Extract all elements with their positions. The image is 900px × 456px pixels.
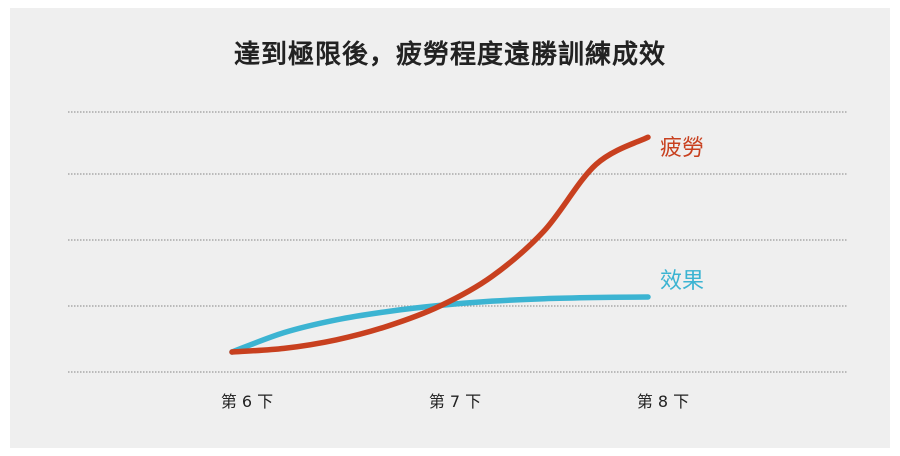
x-tick-label: 第 8 下 [637, 392, 689, 411]
x-tick-labels: 第 6 下 第 7 下 第 8 下 [221, 392, 689, 411]
x-tick-label: 第 7 下 [429, 392, 481, 411]
chart-title: 達到極限後，疲勞程度遠勝訓練成效 [233, 40, 666, 70]
chart-panel [10, 8, 890, 448]
series-label-1: 效果 [660, 269, 704, 294]
x-tick-label: 第 6 下 [221, 392, 273, 411]
series-line-0 [229, 134, 651, 355]
series-lines [229, 134, 651, 355]
series-label-0: 疲勞 [660, 136, 704, 161]
gridlines [68, 111, 848, 373]
